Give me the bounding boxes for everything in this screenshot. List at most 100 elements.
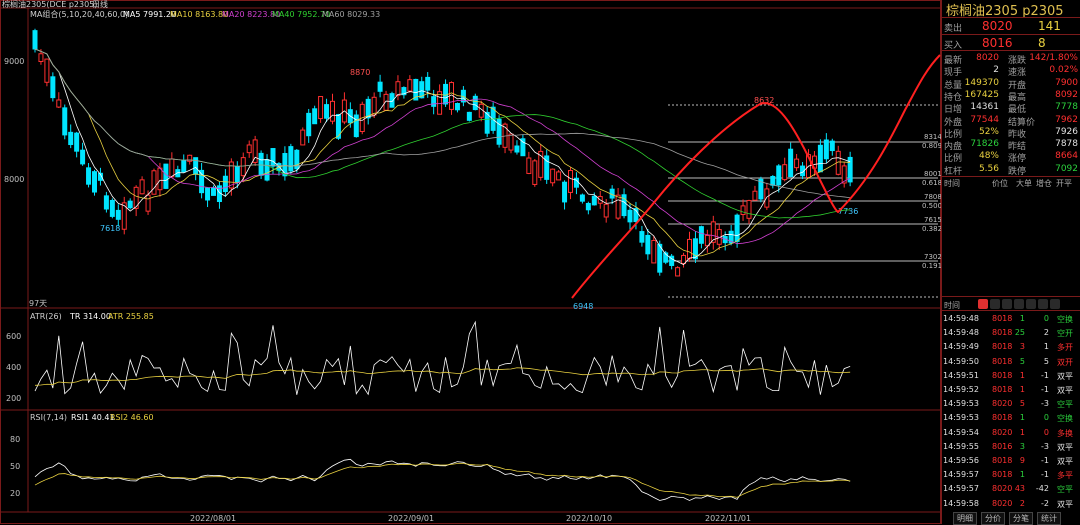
tab-stats[interactable]: 统计 — [1037, 512, 1061, 525]
tick-volume: 3 — [1019, 342, 1025, 352]
tick-price: 8018 — [992, 314, 1013, 323]
candle — [353, 114, 359, 138]
atr-tick: 400 — [6, 363, 21, 372]
candle — [222, 175, 228, 193]
tab-price[interactable]: 分价 — [981, 512, 1005, 525]
tick-oi-change: -1 — [1041, 456, 1049, 465]
candle — [133, 186, 139, 209]
stat-value: 7900 — [1055, 77, 1078, 88]
candle — [687, 238, 692, 260]
stat-value: 7962 — [1055, 114, 1078, 125]
candle — [175, 169, 181, 178]
tr-line — [34, 320, 851, 396]
candle — [115, 209, 121, 220]
stat-value: 7926 — [1055, 126, 1078, 137]
candle — [377, 81, 383, 92]
stat-label: 最高 — [1008, 92, 1027, 103]
col-header-oi: 增仓 — [1036, 179, 1052, 188]
tick-row: 14:59:54 8020 1 0 多换 — [942, 427, 1080, 440]
tick-price: 8016 — [992, 441, 1013, 451]
price-tick: 9000 — [4, 57, 24, 66]
tick-row: 14:59:53 8020 5 -3 空平 — [942, 398, 1080, 411]
mic-icon[interactable] — [1014, 299, 1024, 309]
candle — [127, 200, 133, 209]
candle — [199, 169, 205, 194]
stat-label: 开盘 — [1008, 80, 1027, 91]
tab-detail[interactable]: 明细 — [953, 512, 977, 525]
tick-oi-change: 2 — [1043, 328, 1049, 338]
tick-row: 14:59:48 8018 25 2 空开 — [942, 327, 1080, 340]
shirt-icon[interactable] — [1038, 299, 1048, 309]
tick-time: 14:59:49 — [943, 342, 979, 352]
tick-price: 8020 — [992, 484, 1013, 494]
tick-type: 双平 — [1057, 499, 1073, 509]
tick-oi-change: 1 — [1043, 342, 1049, 352]
stat-label: 杠杆 — [944, 166, 963, 177]
tick-row: 14:59:49 8018 3 1 多开 — [942, 341, 1080, 354]
candle — [181, 160, 187, 173]
rsi2-line — [34, 463, 851, 498]
ma5-label: MA5 7991.20 — [123, 10, 176, 19]
tick-price: 8020 — [992, 498, 1013, 508]
tick-time: 14:59:54 — [943, 427, 979, 437]
sell-volume: 141 — [1038, 19, 1061, 33]
tr-label: TR 314.00 — [69, 312, 111, 321]
stat-value: 7092 — [1055, 163, 1078, 174]
tick-type: 空换 — [1057, 414, 1073, 424]
ma-combo-label: MA组合(5,10,20,40,60,0) — [30, 9, 128, 19]
candle — [472, 95, 478, 111]
candle — [740, 205, 746, 215]
tick-time: 14:59:56 — [943, 456, 979, 465]
candle — [306, 112, 312, 137]
candle — [282, 153, 288, 177]
candle — [205, 187, 211, 201]
candle — [145, 194, 151, 212]
tick-time: 14:59:52 — [943, 385, 979, 394]
candle — [270, 148, 276, 167]
candle — [240, 157, 246, 177]
period-label[interactable]: 日线 — [92, 0, 108, 9]
chart-area[interactable]: 棕榈油2305(DCE p2305) 日线 MA组合(5,10,20,40,60… — [0, 0, 941, 524]
stat-value: 71826 — [970, 139, 999, 150]
candle — [681, 254, 687, 265]
keyboard-icon[interactable] — [1026, 299, 1036, 309]
lang-icon[interactable] — [990, 299, 1000, 309]
candle — [383, 93, 389, 111]
candle — [431, 96, 437, 107]
fib-price: 7808 — [924, 193, 941, 201]
tick-row: 14:59:48 8018 1 0 空换 — [942, 313, 1080, 326]
stat-value: 142/1.80% — [1029, 53, 1078, 63]
tick-volume: 1 — [1019, 413, 1025, 423]
candle — [508, 133, 514, 151]
candle — [645, 234, 651, 255]
stat-label: 速涨 — [1008, 68, 1027, 79]
stat-label: 比例 — [944, 129, 963, 140]
candle — [258, 152, 264, 176]
punct-icon[interactable] — [1002, 299, 1012, 309]
stat-row: 总量 149370 开盘 7900 — [942, 77, 1080, 91]
tick-type: 空平 — [1057, 400, 1073, 410]
stat-value: 149370 — [964, 77, 999, 88]
stat-label: 日增 — [944, 105, 963, 116]
stat-row: 杠杆 5.56 跌停 7092 — [942, 163, 1080, 177]
candle — [288, 146, 294, 172]
tick-oi-change: -3 — [1041, 399, 1049, 409]
candle — [538, 150, 544, 178]
tick-volume: 1 — [1019, 314, 1025, 323]
candle — [44, 58, 50, 83]
low-annotation: 6948 — [573, 302, 593, 311]
grid-icon[interactable] — [1050, 299, 1060, 309]
candle — [752, 190, 758, 201]
ime-toolbar[interactable] — [978, 299, 1062, 310]
sell-label: 卖出 — [944, 24, 963, 34]
candle — [764, 188, 770, 208]
tick-price: 8018 — [992, 385, 1013, 394]
stat-value: 77544 — [970, 114, 999, 125]
candle — [794, 158, 800, 169]
sogou-icon[interactable] — [978, 299, 988, 309]
trend-drawing — [571, 54, 941, 299]
stat-label: 昨结 — [1008, 142, 1027, 153]
stat-value: 14361 — [970, 102, 999, 113]
tab-trades[interactable]: 分笔 — [1009, 512, 1033, 525]
candle — [675, 267, 681, 277]
